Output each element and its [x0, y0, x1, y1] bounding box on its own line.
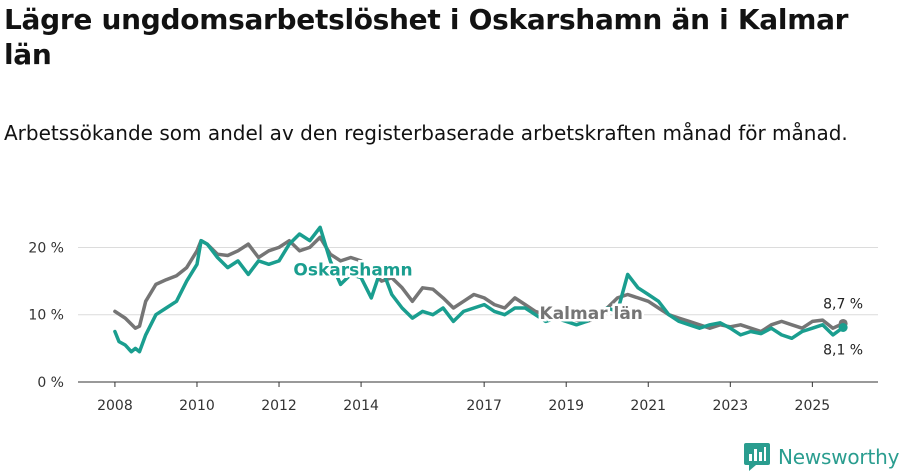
x-tick-label: 2014: [343, 398, 379, 414]
y-tick-label: 20 %: [28, 240, 64, 256]
series-label-kalmar-lan: Kalmar län: [540, 304, 643, 324]
end-value-label-oskarshamn: 8,1 %: [823, 343, 863, 359]
newsworthy-logo-icon: [744, 443, 770, 471]
series-line-oskarshamn: [113, 225, 845, 354]
x-tick-label: 2008: [97, 398, 133, 414]
newsworthy-logo: Newsworthy: [744, 442, 899, 472]
x-tick-label: 2021: [630, 398, 666, 414]
chart-title: Lägre ungdomsarbetslöshet i Oskarshamn ä…: [4, 3, 849, 71]
y-tick-label: 10 %: [28, 308, 64, 324]
x-tick-label: 2012: [261, 398, 297, 414]
chart-subtitle: Arbetssökande som andel av den registerb…: [4, 121, 848, 145]
x-tick-label: 2023: [712, 398, 748, 414]
x-tick-label: 2019: [548, 398, 584, 414]
series-label-oskarshamn: Oskarshamn: [293, 261, 412, 281]
series-line-oskarshamn-end-marker: [838, 323, 848, 333]
y-tick-label: 0 %: [37, 375, 64, 391]
x-tick-label: 2010: [179, 398, 215, 414]
brand-name: Newsworthy: [778, 445, 900, 469]
x-tick-label: 2017: [466, 398, 502, 414]
end-value-label-kalmar: 8,7 %: [823, 296, 863, 312]
x-tick-label: 2025: [795, 398, 831, 414]
series-line-kalmar-l-n: [113, 235, 845, 334]
